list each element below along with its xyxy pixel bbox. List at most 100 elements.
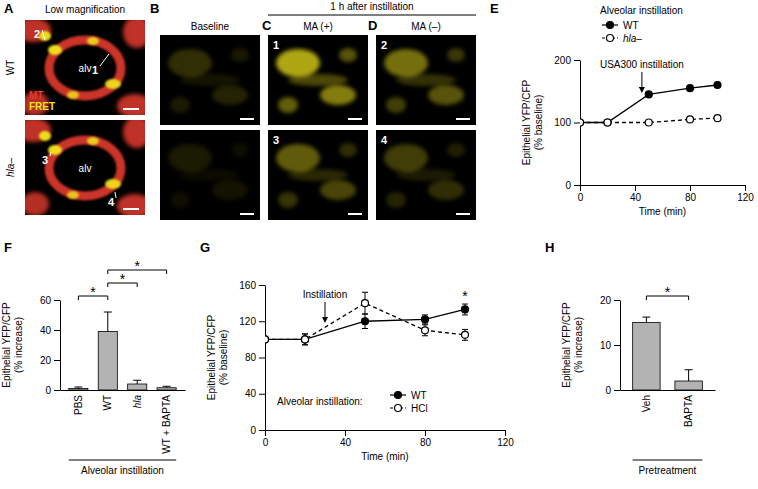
- y-axis-title: (% increase): [13, 317, 24, 373]
- fluorescence: [428, 85, 464, 105]
- y-axis-title: Epithelial YFP/CFP: [1, 302, 12, 388]
- tick: 80: [420, 430, 432, 448]
- axis: PBSWThlaWT + BAPTA: [61, 391, 186, 454]
- fluorescence: [231, 48, 249, 62]
- point-label: 4: [381, 134, 388, 146]
- error-bar: [642, 317, 650, 322]
- micrograph: [160, 130, 260, 220]
- error-bar-cap: [462, 340, 468, 341]
- tick: 0: [250, 425, 265, 436]
- data-point: [645, 91, 652, 98]
- fluorescence: [67, 191, 79, 199]
- tissue-ring: [49, 140, 121, 196]
- fluorescence: [87, 37, 99, 45]
- tick: 20: [600, 295, 620, 306]
- error-bar: [422, 325, 428, 336]
- error-bar-cap: [163, 386, 171, 387]
- panel-label: A: [4, 1, 14, 16]
- data-point: [714, 115, 721, 122]
- tick-label: hla: [132, 395, 143, 409]
- legend-swatch-marker: [607, 35, 614, 42]
- tick: 40: [245, 388, 265, 399]
- tick: 0: [45, 385, 60, 396]
- panel-title: MA (+): [303, 21, 333, 32]
- tick-label: 160: [239, 280, 256, 291]
- fluorescence: [170, 192, 190, 208]
- tick: WT: [102, 395, 113, 411]
- panel-label: G: [200, 240, 210, 255]
- tick-mark: [425, 430, 426, 436]
- tick: 0: [263, 430, 269, 448]
- error-bar-stem: [137, 380, 138, 384]
- series-line: [265, 309, 465, 339]
- tick-mark: [614, 345, 620, 346]
- tick-mark: [259, 358, 265, 359]
- error-bar-cap: [133, 380, 141, 381]
- micrograph-content: [276, 48, 357, 113]
- plot-area: [580, 82, 721, 127]
- fluorescence: [278, 192, 298, 208]
- tick: 60: [40, 295, 60, 306]
- tick-mark: [745, 185, 746, 191]
- tick-label: BAPTA: [683, 395, 694, 427]
- error-bar-cap: [302, 333, 308, 334]
- significance-label: *: [462, 288, 468, 304]
- pointer-line: [50, 152, 51, 156]
- tick-label: 0: [250, 425, 256, 436]
- tick-label: 200: [554, 55, 571, 66]
- micrograph: [160, 35, 260, 125]
- fluorescence: [396, 74, 456, 86]
- micrograph: [268, 35, 368, 125]
- tick: PBS: [73, 395, 84, 415]
- tick: 0: [605, 385, 620, 396]
- tick-label: 80: [420, 437, 432, 448]
- tick-mark: [259, 430, 265, 431]
- tick: hla: [132, 395, 143, 409]
- tick-label: 40: [245, 388, 257, 399]
- group-bracket: [268, 15, 476, 16]
- error-bar-cap: [362, 314, 368, 315]
- error-bar-cap: [642, 317, 650, 318]
- error-bar: [163, 386, 171, 388]
- annotation-arrow: [325, 302, 326, 320]
- tick-label: WT: [102, 395, 113, 411]
- bar: [157, 388, 176, 390]
- micrograph: [376, 130, 476, 220]
- pointer-line: [115, 192, 116, 198]
- group-line: [633, 460, 703, 461]
- tick: 80: [245, 352, 265, 363]
- error-bar-cap: [462, 314, 468, 315]
- fluorescence: [117, 94, 145, 115]
- legend: Alveolar instillationWThla–: [600, 5, 683, 44]
- group-line: [69, 460, 176, 461]
- legend-label: HCl: [411, 403, 428, 414]
- scale-bar: [456, 118, 470, 120]
- bar: [98, 332, 117, 391]
- channel-label: FRET: [29, 101, 55, 112]
- micrograph-content: [276, 143, 357, 208]
- axis-line: [620, 301, 621, 391]
- y-axis-title: (% increase): [573, 317, 584, 373]
- error-bar: [265, 337, 268, 342]
- error-bar: [104, 312, 112, 332]
- panel-label: E: [490, 1, 499, 16]
- tick: 0: [578, 185, 584, 203]
- point-label: 1: [273, 39, 279, 51]
- fluorescence: [386, 97, 406, 113]
- tick-label: 0: [263, 437, 269, 448]
- legend-label: WT: [411, 390, 427, 401]
- fluorescence: [447, 143, 465, 157]
- annotation: USA300 instillation: [600, 59, 684, 70]
- fluorescence: [384, 144, 428, 172]
- fluorescence: [48, 145, 62, 155]
- axis: 04080120: [578, 185, 755, 203]
- micrograph-content: [384, 48, 465, 113]
- annotation-arrow: [641, 72, 642, 90]
- scale-bar: [123, 208, 139, 210]
- axis-line: [265, 286, 266, 431]
- micrograph-content: [25, 20, 145, 115]
- data-point: [645, 119, 652, 126]
- tick-label: 20: [40, 355, 52, 366]
- tick-mark: [54, 300, 60, 301]
- fluorescence: [117, 194, 145, 215]
